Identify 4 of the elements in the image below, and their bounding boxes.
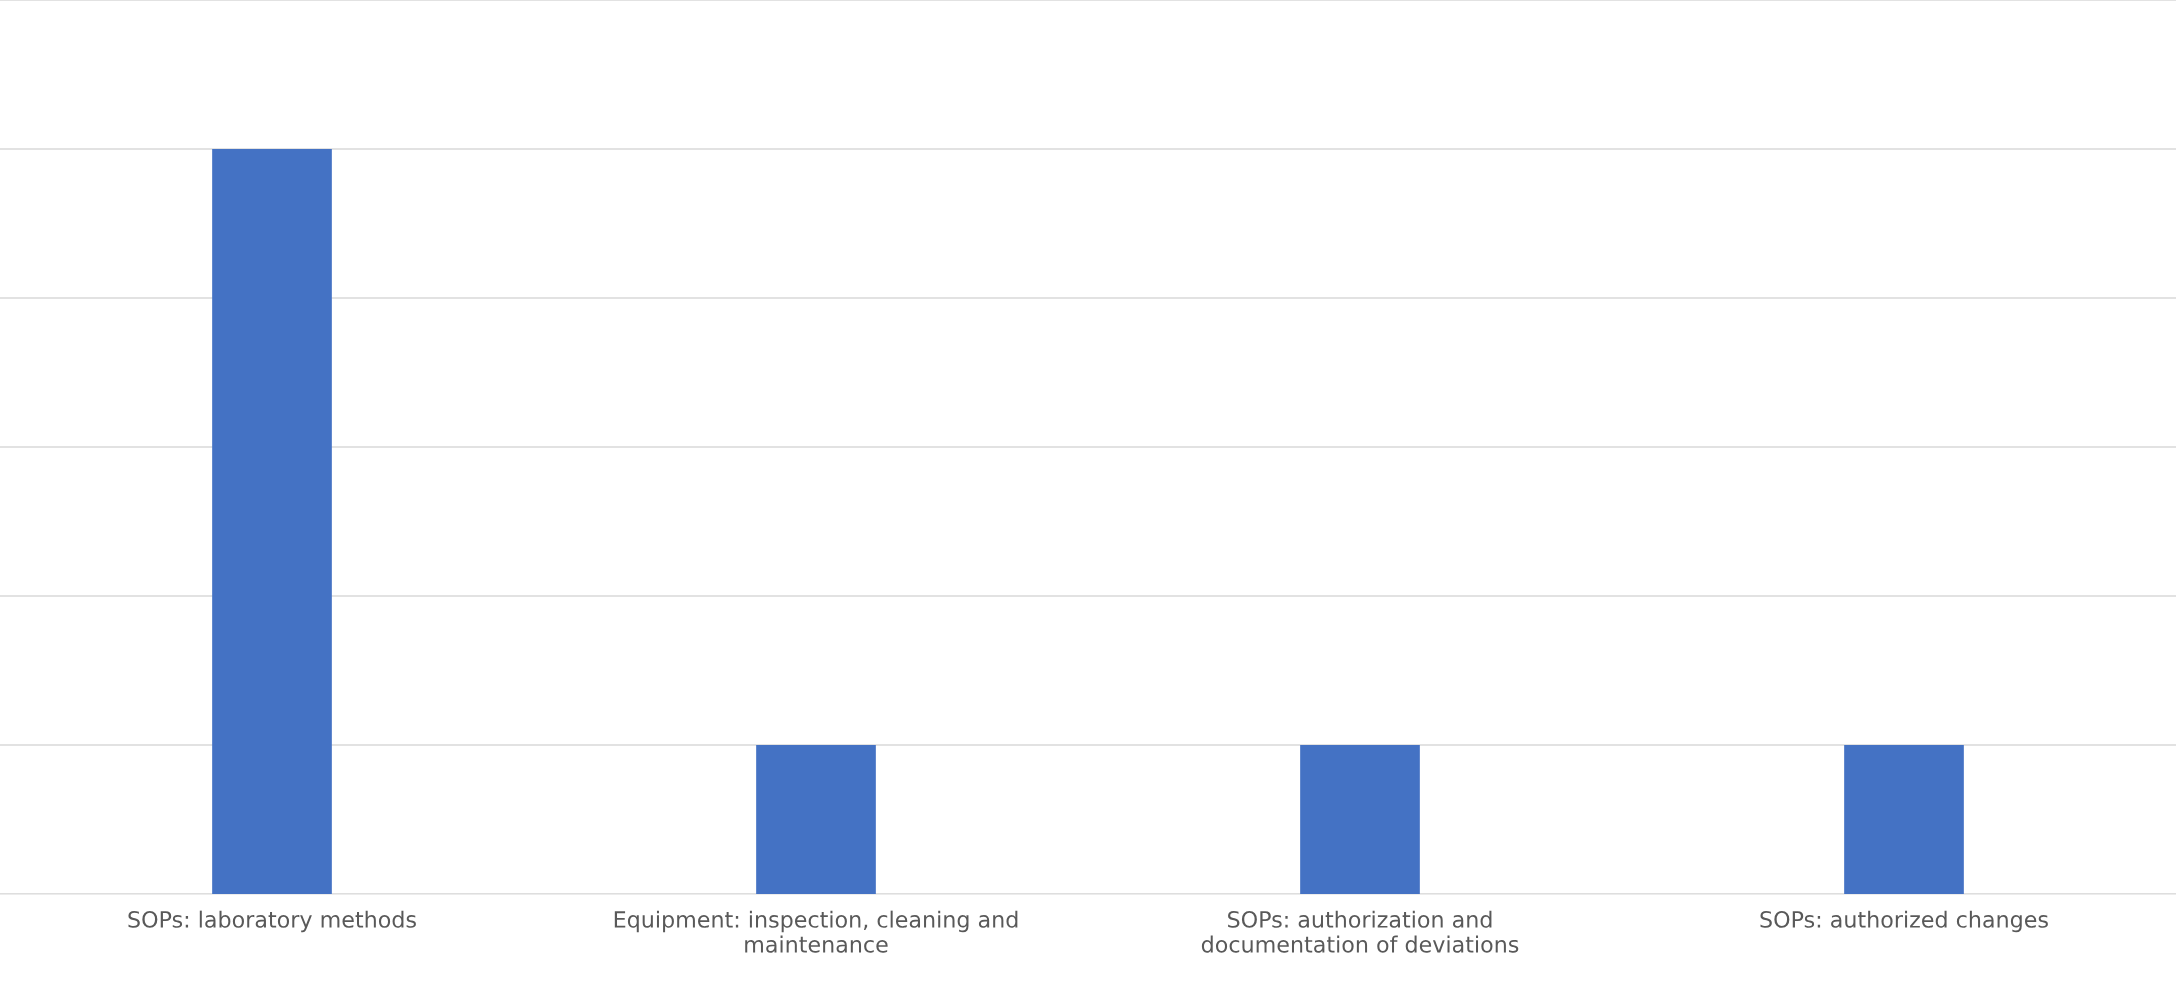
x-tick-label: SOPs: authorized changes [1760,910,2048,933]
x-tick-label: Equipment: inspection, cleaning and maintenance [614,910,1018,953]
x-tick-label: SOPs: authorization and documentation of deviations [1201,910,1519,953]
x-tick-label: SOPs: laboratory methods [128,910,416,933]
